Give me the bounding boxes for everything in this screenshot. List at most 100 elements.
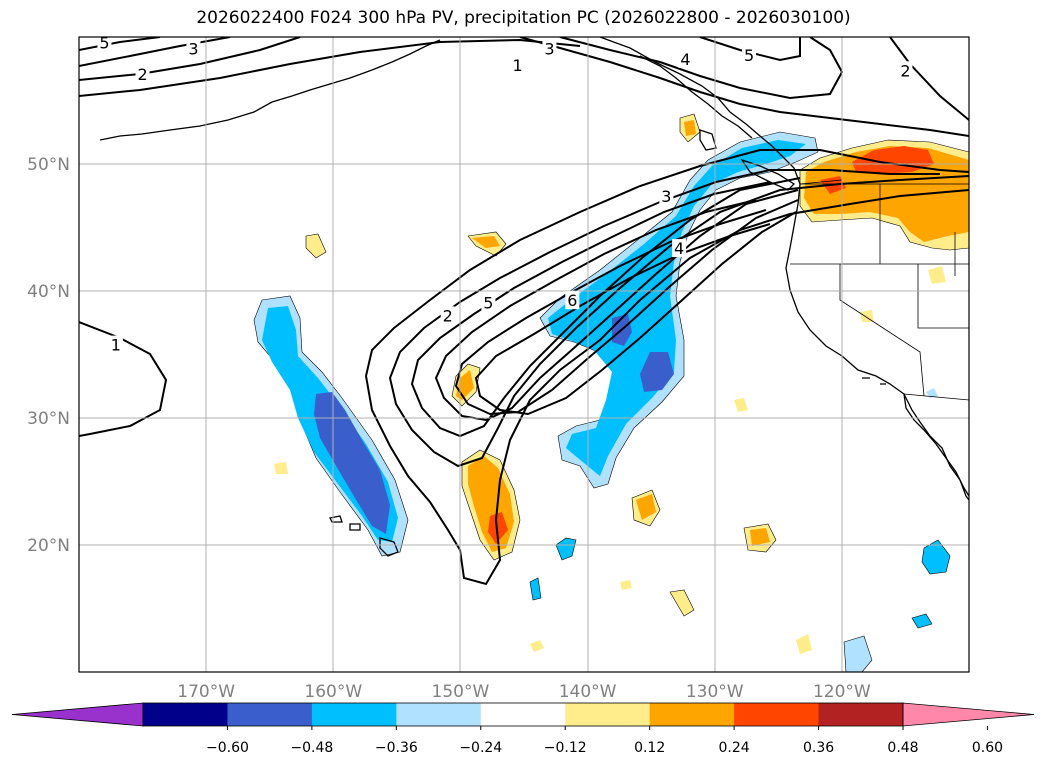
lon-tick-label: 120°W — [813, 682, 871, 702]
precip-positive-blob — [796, 634, 812, 654]
hawaii-island — [349, 523, 361, 531]
political-borders — [790, 112, 969, 401]
gridlines — [79, 37, 969, 672]
contour-label-bg — [510, 56, 525, 75]
pv-contour-label: 5 — [744, 46, 754, 65]
lat-tick-label: 40°N — [27, 282, 70, 302]
colorbar-segment — [227, 703, 313, 726]
precip-positive-region — [750, 528, 770, 546]
colorbar-tick-label: 0.36 — [803, 740, 834, 756]
hawaii-island — [329, 515, 343, 523]
pv-contour-label: 4 — [674, 239, 684, 258]
pv-contour-label: 3 — [544, 40, 554, 59]
lon-tick-label: 170°W — [177, 682, 235, 702]
contour-label-bg — [678, 49, 693, 68]
pv-contour-label: 1 — [111, 336, 121, 355]
contour-label-bg — [542, 39, 557, 58]
contour-label-bg — [659, 187, 674, 206]
colorbar-frame — [142, 702, 904, 727]
colorbar-segment — [143, 703, 228, 726]
colorbar-tick-label: 0.60 — [972, 740, 1003, 756]
contour-label-bg — [108, 335, 123, 354]
colorbar-tick-label: −0.24 — [459, 740, 502, 756]
colorbar-segment — [396, 703, 482, 726]
pv-contour — [699, 37, 801, 62]
colorbar-segment — [818, 703, 904, 726]
lon-tick-label: 130°W — [686, 682, 744, 702]
contour-label-bg — [742, 46, 757, 65]
pv-contour — [79, 37, 301, 81]
colorbar-extend-high — [902, 702, 1035, 727]
colorbar-tick-label: −0.36 — [375, 740, 418, 756]
precip-positive-blob — [274, 462, 288, 474]
baja-coastline — [903, 393, 969, 497]
pv-contour-2 — [388, 169, 969, 468]
pv-contour-label: 5 — [483, 294, 493, 313]
colorbar: −0.60 −0.48 −0.36 −0.24 −0.12 0.12 0.24 0.36 0.4… — [11, 702, 1035, 756]
precip-negative-blob — [911, 613, 933, 629]
pv-contour-1 — [364, 149, 969, 586]
lon-tick-label: 140°W — [559, 682, 617, 702]
precip-positive-region — [804, 146, 969, 242]
precip-positive-blob — [620, 580, 632, 590]
pv-contour-label: 2 — [137, 65, 147, 84]
pv-contour-5 — [454, 199, 799, 416]
contour-label-bg — [672, 239, 687, 258]
precip-positive-blob — [530, 640, 544, 652]
lon-tick-label: 160°W — [304, 682, 362, 702]
pv-contour — [79, 321, 168, 437]
lon-tick-label: 150°W — [432, 682, 490, 702]
lat-tick-label: 50°N — [27, 155, 70, 175]
pv-contour-label: 6 — [567, 291, 577, 310]
contour-label-bg — [97, 37, 112, 52]
pv-contour — [519, 37, 969, 137]
precip-positive-region — [472, 236, 500, 248]
precip-negative-region — [640, 352, 674, 392]
lat-tick-label: 20°N — [27, 536, 70, 556]
pv-contour-4 — [434, 189, 799, 422]
haida-gwaii — [699, 129, 717, 151]
map-area: 5 3 2 3 1 4 5 2 3 4 6 5 2 1 — [79, 37, 969, 672]
colorbar-tick-label: 0.48 — [887, 740, 918, 756]
page-title: 2026022400 F024 300 hPa PV, precipitatio… — [196, 8, 851, 28]
precip-negative-blob — [921, 539, 951, 575]
pv-contour-label: 2 — [443, 306, 453, 325]
pv-contour-label: 3 — [188, 40, 198, 59]
pv-contour-6 — [474, 211, 797, 416]
us-mexico-border — [903, 393, 969, 401]
colorbar-tick-label: −0.60 — [206, 740, 249, 756]
pv-contour — [79, 38, 581, 97]
pv-contour-label: 2 — [900, 61, 910, 80]
aleutian-islands — [99, 39, 441, 141]
colorbar-segment — [649, 703, 735, 726]
colorbar-segment — [311, 703, 397, 726]
pv-contour-label: 3 — [661, 187, 671, 206]
precip-positive-region — [488, 512, 508, 544]
precip-positive-blob — [734, 398, 748, 412]
axis-tick-labels: 170°W 160°W 150°W 140°W 130°W 120°W 20°N 30°N 40… — [27, 155, 871, 702]
alaska-panhandle-islands — [639, 55, 753, 139]
colorbar-segment — [565, 703, 651, 726]
channel-islands — [862, 377, 886, 385]
contour-label-bg — [135, 65, 150, 84]
lat-tick-label: 30°N — [27, 409, 70, 429]
colorbar-tick-label: −0.48 — [290, 740, 333, 756]
precip-negative-blob — [555, 537, 577, 561]
precip-positive-blob — [928, 266, 946, 284]
pv-contour — [889, 37, 969, 121]
colorbar-segment — [734, 703, 820, 726]
north-america-coastline — [599, 37, 969, 501]
precip-negative-blob — [843, 635, 873, 672]
coastlines — [99, 37, 969, 557]
precip-positive-region — [684, 120, 696, 136]
state-border — [917, 264, 969, 329]
state-border — [839, 264, 925, 397]
precip-positive-region — [636, 494, 656, 520]
colorbar-extend-low — [11, 702, 144, 727]
hawaii-island — [379, 537, 399, 557]
precip-positive-blob — [860, 310, 874, 322]
contour-label-bg — [440, 306, 455, 325]
pv-contour — [79, 37, 161, 51]
precip-negative-blob — [529, 577, 542, 601]
